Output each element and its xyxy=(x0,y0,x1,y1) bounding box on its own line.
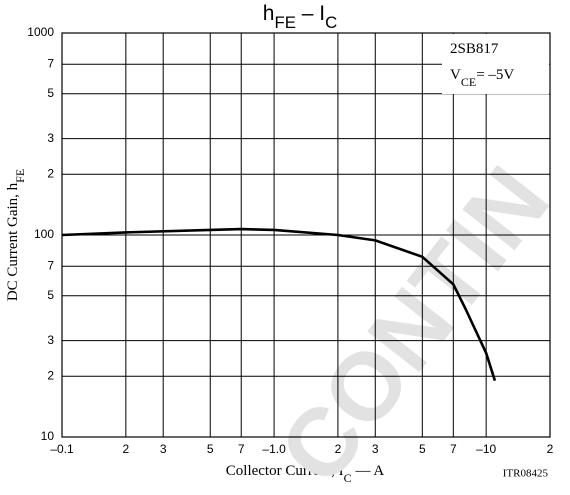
text-part: – I xyxy=(296,2,325,25)
x-tick-label: 5 xyxy=(207,442,214,456)
x-tick-label: 2 xyxy=(547,442,554,456)
text-part: V xyxy=(450,67,461,83)
text-part: Collector Current, I xyxy=(226,463,344,479)
x-axis-label: Collector Current, IC — A xyxy=(226,463,385,484)
y-tick-label: 7 xyxy=(47,258,54,272)
y-tick-label: 7 xyxy=(47,56,54,70)
y-tick-label: 3 xyxy=(47,131,54,145)
y-tick-label: 5 xyxy=(47,288,54,302)
text-part: C xyxy=(325,13,337,32)
text-part: FE xyxy=(274,13,295,32)
text-part: CE xyxy=(461,75,476,89)
x-tick-label: 7 xyxy=(450,442,457,456)
y-tick-label: 100 xyxy=(34,227,54,241)
y-tick-label: 2 xyxy=(47,368,54,382)
text-part: 2SB817 xyxy=(450,41,499,57)
watermark: CONTIN xyxy=(259,148,570,495)
text-part: C xyxy=(344,471,352,485)
y-tick-label: 5 xyxy=(47,86,54,100)
curve xyxy=(61,227,497,382)
x-tick-label: 7 xyxy=(238,442,245,456)
x-tick-label: 3 xyxy=(372,442,379,456)
text-part: = –5V xyxy=(476,67,514,83)
x-tick-label: 2 xyxy=(335,442,342,456)
text-part: h xyxy=(263,2,275,25)
x-tick-label: –1.0 xyxy=(262,442,286,456)
annotation: 2SB817 xyxy=(450,41,499,57)
annotation: VCE= –5V xyxy=(450,67,514,88)
x-tick-label: –0.1 xyxy=(50,442,74,456)
text-part: DC Current Gain, h xyxy=(5,182,21,301)
x-tick-label: 3 xyxy=(160,442,167,456)
annotation-box xyxy=(442,34,549,94)
y-tick-label: 3 xyxy=(47,333,54,347)
y-tick-label: 1000 xyxy=(27,25,54,39)
x-tick-label: –10 xyxy=(476,442,496,456)
x-tick-label: 5 xyxy=(419,442,426,456)
text-part: FE xyxy=(13,169,27,183)
y-tick-label: 10 xyxy=(41,429,55,443)
text-part: — A xyxy=(352,463,385,479)
chart-title: hFE – IC xyxy=(263,2,337,32)
y-axis-label: DC Current Gain, hFE xyxy=(5,169,26,301)
x-tick-label: 2 xyxy=(122,442,129,456)
figure-code: ITR08425 xyxy=(503,468,549,480)
y-tick-label: 2 xyxy=(47,166,54,180)
